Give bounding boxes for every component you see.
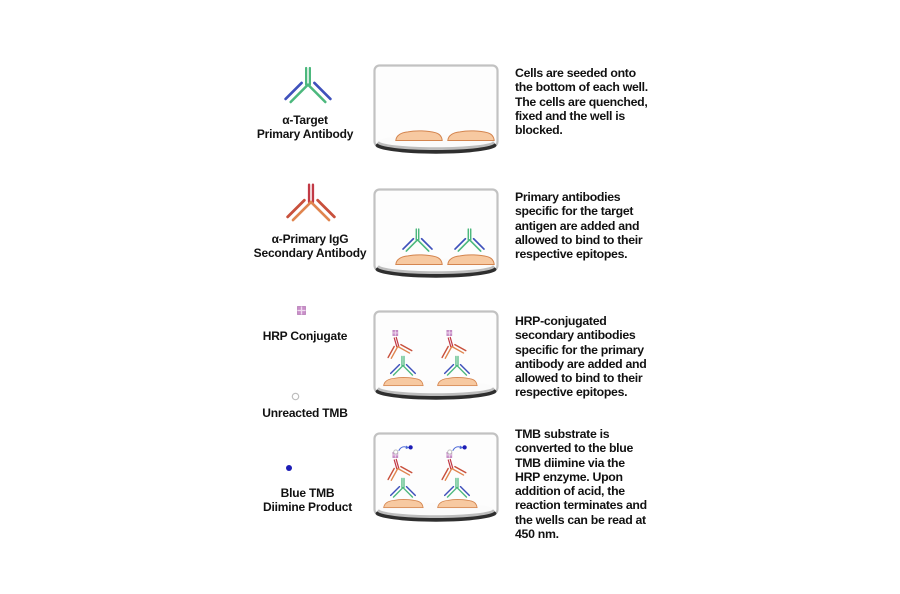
well-illustration-step-1 bbox=[373, 64, 499, 155]
hrp-conjugate-icon bbox=[297, 306, 306, 315]
legend-label-secondary: α-Primary IgG Secondary Antibody bbox=[253, 232, 367, 260]
secondary-antibody-icon bbox=[286, 183, 336, 222]
unreacted-tmb-icon bbox=[291, 392, 300, 401]
legend-label-hrp: HRP Conjugate bbox=[262, 329, 348, 343]
step-1-description: Cells are seeded onto the bottom of each… bbox=[515, 66, 648, 138]
blue-tmb-dot-icon bbox=[286, 465, 292, 471]
well-illustration-step-2 bbox=[373, 188, 499, 279]
step-2-description: Primary antibodies specific for the targ… bbox=[515, 190, 643, 262]
well-illustration-step-4 bbox=[373, 432, 499, 523]
step-3-description: HRP-conjugated secondary antibodies spec… bbox=[515, 314, 647, 400]
step-4-description: TMB substrate is converted to the blue T… bbox=[515, 427, 647, 542]
legend-label-primary: α-Target Primary Antibody bbox=[256, 113, 354, 141]
primary-antibody-icon bbox=[284, 66, 332, 104]
legend-label-tmb: Unreacted TMB bbox=[262, 406, 348, 420]
legend-label-product: Blue TMB Diimine Product bbox=[262, 486, 352, 514]
well-illustration-step-3 bbox=[373, 310, 499, 401]
